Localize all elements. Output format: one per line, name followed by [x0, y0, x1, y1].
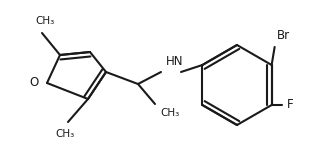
Text: Br: Br	[277, 29, 290, 42]
Text: HN: HN	[166, 55, 184, 68]
Text: F: F	[287, 98, 293, 111]
Text: CH₃: CH₃	[160, 108, 179, 118]
Text: CH₃: CH₃	[55, 129, 75, 139]
Text: O: O	[29, 76, 39, 90]
Text: CH₃: CH₃	[35, 16, 55, 26]
